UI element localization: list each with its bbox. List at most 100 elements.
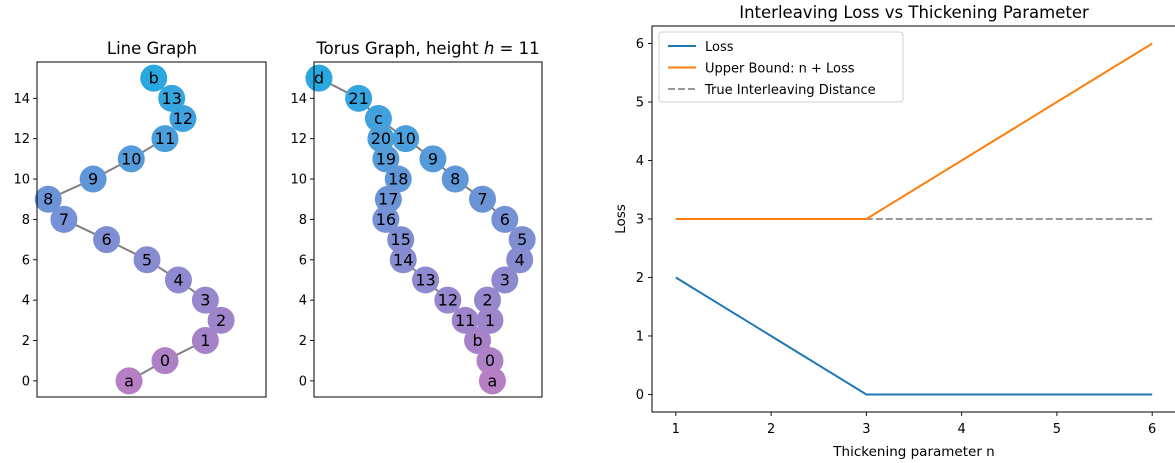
graph-node (158, 84, 186, 112)
line-graph-frame (36, 61, 267, 398)
graph-node-label: 21 (348, 89, 368, 108)
y-tick-label: 14 (290, 92, 307, 107)
graph-node (151, 125, 179, 153)
y-tick-label: 8 (22, 213, 30, 228)
graph-node-label: 7 (477, 190, 487, 209)
graph-node-label: c (374, 109, 383, 128)
graph-node (133, 246, 161, 274)
graph-node-label: 6 (102, 230, 112, 249)
graph-node-label: 11 (455, 311, 475, 330)
torus-graph-frame (313, 61, 543, 398)
graph-node (441, 165, 469, 193)
graph-node (451, 306, 479, 334)
graph-node-label: d (314, 69, 324, 88)
graph-node (345, 84, 373, 112)
torus-graph-title: Torus Graph, height h = 11 (315, 39, 539, 58)
graph-node (50, 205, 78, 233)
graph-node-label: 10 (396, 129, 416, 148)
graph-node-label: 9 (88, 170, 98, 189)
graph-node-label: 19 (376, 149, 396, 168)
graph-node (473, 286, 501, 314)
y-tick-label: 2 (636, 271, 644, 286)
series-line (675, 42, 1153, 220)
y-tick-label: 10 (13, 173, 30, 188)
x-tick-label: 6 (1148, 422, 1156, 437)
graph-node-label: 13 (162, 89, 182, 108)
legend-box (658, 31, 904, 103)
graph-node-label: 18 (388, 170, 408, 189)
graph-node (491, 266, 519, 294)
y-tick-label: 10 (290, 173, 307, 188)
y-tick-label: 2 (299, 334, 307, 349)
graph-node-label: 7 (59, 210, 69, 229)
graph-node (207, 306, 235, 334)
graph-node-label: 0 (160, 351, 170, 370)
graph-node (412, 266, 440, 294)
graph-node (389, 246, 417, 274)
graph-node (491, 205, 519, 233)
y-tick-label: 12 (290, 132, 307, 147)
graph-node-label: 1 (485, 311, 495, 330)
graph-node (364, 105, 392, 133)
loss-chart-frame (651, 25, 1175, 413)
graph-node (305, 64, 333, 92)
graph-node-label: 11 (155, 129, 175, 148)
y-tick-label: 0 (299, 374, 307, 389)
graph-node (464, 326, 492, 354)
graph-node-label: 8 (43, 190, 53, 209)
graph-node (478, 367, 506, 395)
graph-node-label: 12 (173, 109, 193, 128)
graph-node (419, 145, 447, 173)
graph-node-label: 14 (393, 250, 413, 269)
graph-node (117, 145, 145, 173)
y-tick-label: 3 (636, 213, 644, 228)
loss-chart-ylabel: Loss (613, 204, 629, 234)
graph-node-label: 9 (428, 149, 438, 168)
graph-node-label: 13 (415, 270, 435, 289)
graph-node (79, 165, 107, 193)
graph-node-label: 1 (200, 331, 210, 350)
graph-node (34, 185, 62, 213)
graph-node (164, 266, 192, 294)
torus-graph-y-axis: 0 2 4 6 8 10 12 14 (290, 92, 314, 389)
graph-node-label: 5 (142, 250, 152, 269)
loss-chart-panel: Interleaving Loss vs Thickening Paramete… (613, 3, 1175, 460)
torus-title-text: Torus Graph, height (315, 39, 483, 58)
graph-node (93, 226, 121, 254)
graph-node (434, 286, 462, 314)
graph-node-label: 10 (121, 149, 141, 168)
loss-chart-title: Interleaving Loss vs Thickening Paramete… (739, 3, 1089, 22)
graph-node-label: 2 (482, 291, 492, 310)
x-tick-label: 3 (862, 422, 870, 437)
graph-node-label: 20 (371, 129, 391, 148)
y-tick-label: 1 (636, 329, 644, 344)
y-tick-label: 6 (299, 253, 307, 268)
legend-label: Upper Bound: n + Loss (705, 62, 855, 77)
graph-node (191, 286, 219, 314)
graph-node (508, 226, 536, 254)
y-tick-label: 4 (636, 154, 644, 169)
legend-label: Loss (705, 40, 734, 55)
series-line (675, 276, 1153, 396)
graph-node (476, 306, 504, 334)
graph-node (372, 145, 400, 173)
graph-node-label: 8 (450, 170, 460, 189)
graph-node (191, 326, 219, 354)
y-tick-label: 4 (299, 294, 307, 309)
x-tick-label: 1 (672, 422, 680, 437)
torus-graph-edges (318, 77, 524, 381)
graph-node-label: 12 (438, 291, 458, 310)
loss-chart-legend: Loss Upper Bound: n + Loss True Interleavi… (658, 31, 904, 103)
y-tick-label: 2 (22, 334, 30, 349)
graph-node-label: 3 (500, 270, 510, 289)
graph-node (506, 246, 534, 274)
torus-title-italic: h (484, 39, 494, 58)
graph-node (151, 347, 179, 375)
graph-node-label: a (124, 371, 134, 390)
y-tick-label: 4 (22, 294, 30, 309)
loss-chart-axes: 0 1 2 3 4 5 6 1 2 3 4 5 6 (636, 37, 1157, 437)
graph-node (374, 185, 402, 213)
graph-node (367, 125, 395, 153)
